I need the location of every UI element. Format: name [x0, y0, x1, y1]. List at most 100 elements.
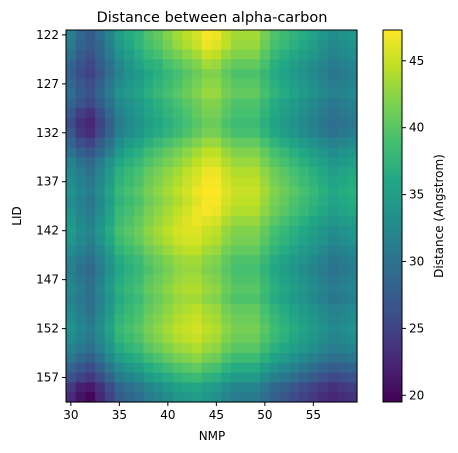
heatmap-cell — [250, 147, 261, 158]
heatmap-cell — [75, 167, 86, 178]
heatmap-cell — [289, 108, 300, 119]
heatmap-cell — [289, 137, 300, 149]
heatmap-cell — [308, 157, 319, 168]
heatmap-cell — [114, 78, 125, 90]
heatmap-cell — [260, 225, 271, 237]
heatmap-cell — [114, 88, 125, 100]
heatmap-cell — [133, 245, 145, 256]
heatmap-cell — [192, 49, 203, 60]
x-axis: 30 35 40 45 50 55 — [63, 402, 321, 422]
heatmap-cell — [143, 39, 154, 51]
heatmap-cell — [153, 392, 164, 403]
heatmap-cell — [269, 255, 280, 266]
heatmap-cell — [211, 323, 222, 335]
heatmap-cell — [201, 284, 213, 295]
heatmap-cell — [269, 392, 280, 403]
heatmap-cell — [221, 176, 232, 188]
heatmap-cell — [211, 127, 222, 139]
heatmap-cell — [318, 176, 329, 188]
heatmap-cell — [318, 167, 329, 178]
heatmap-cell — [66, 147, 77, 158]
heatmap-cell — [95, 88, 106, 100]
heatmap-cell — [182, 333, 193, 344]
heatmap-cell — [163, 176, 174, 188]
heatmap-cell — [143, 118, 154, 129]
heatmap-cell — [347, 353, 358, 364]
heatmap-cell — [182, 98, 193, 109]
heatmap-cell — [85, 284, 96, 295]
heatmap-cell — [337, 98, 348, 109]
heatmap-cell — [163, 274, 174, 286]
heatmap-cell — [182, 196, 193, 207]
heatmap-cell — [250, 69, 261, 80]
heatmap-cell — [182, 313, 193, 325]
heatmap-cell — [201, 225, 213, 237]
heatmap-cell — [133, 78, 145, 90]
heatmap-cell — [260, 30, 271, 41]
heatmap-cell — [269, 235, 280, 246]
heatmap-cell — [250, 30, 261, 41]
heatmap-cell — [201, 206, 213, 217]
heatmap-cell — [143, 108, 154, 119]
heatmap-cell — [182, 59, 193, 70]
heatmap-cell — [337, 392, 348, 403]
heatmap-cell — [85, 69, 96, 80]
heatmap-cell — [75, 69, 86, 80]
heatmap-cell — [143, 304, 154, 315]
heatmap-cell — [104, 313, 116, 325]
heatmap-cell — [308, 118, 319, 129]
heatmap-cell — [318, 264, 329, 276]
heatmap-cell — [221, 206, 232, 217]
heatmap-cell — [347, 59, 358, 70]
heatmap-cell — [124, 196, 135, 207]
heatmap-cell — [172, 69, 183, 80]
heatmap-cell — [337, 196, 348, 207]
heatmap-cell — [75, 255, 86, 266]
heatmap-cell — [230, 382, 242, 393]
heatmap-cell — [133, 196, 145, 207]
heatmap-cell — [85, 304, 96, 315]
heatmap-cell — [114, 245, 125, 256]
heatmap-grid — [66, 30, 358, 403]
heatmap-cell — [182, 323, 193, 335]
heatmap-cell — [95, 147, 106, 158]
heatmap-cell — [279, 274, 290, 286]
heatmap-cell — [85, 255, 96, 266]
heatmap-cell — [347, 284, 358, 295]
heatmap-cell — [269, 216, 280, 227]
heatmap-cell — [201, 118, 213, 129]
heatmap-cell — [95, 225, 106, 237]
heatmap-cell — [163, 30, 174, 41]
heatmap-cell — [182, 78, 193, 90]
heatmap-cell — [279, 167, 290, 178]
heatmap-cell — [308, 304, 319, 315]
heatmap-cell — [308, 235, 319, 246]
heatmap-cell — [347, 78, 358, 90]
heatmap-cell — [279, 255, 290, 266]
heatmap-cell — [318, 245, 329, 256]
heatmap-cell — [250, 235, 261, 246]
heatmap-cell — [347, 392, 358, 403]
heatmap-cell — [163, 264, 174, 276]
heatmap-cell — [182, 216, 193, 227]
heatmap-cell — [269, 78, 280, 90]
heatmap-cell — [114, 313, 125, 325]
heatmap-cell — [114, 206, 125, 217]
heatmap-cell — [66, 30, 77, 41]
heatmap-cell — [104, 147, 116, 158]
heatmap-cell — [114, 274, 125, 286]
heatmap-cell — [75, 313, 86, 325]
heatmap-cell — [163, 78, 174, 90]
heatmap-cell — [172, 49, 183, 60]
heatmap-cell — [85, 98, 96, 109]
heatmap-cell — [327, 78, 339, 90]
heatmap-cell — [75, 127, 86, 139]
heatmap-cell — [250, 372, 261, 384]
heatmap-cell — [221, 245, 232, 256]
heatmap-cell — [221, 313, 232, 325]
heatmap-cell — [347, 98, 358, 109]
heatmap-cell — [172, 186, 183, 198]
heatmap-cell — [279, 216, 290, 227]
heatmap-cell — [347, 147, 358, 158]
heatmap-cell — [347, 333, 358, 344]
